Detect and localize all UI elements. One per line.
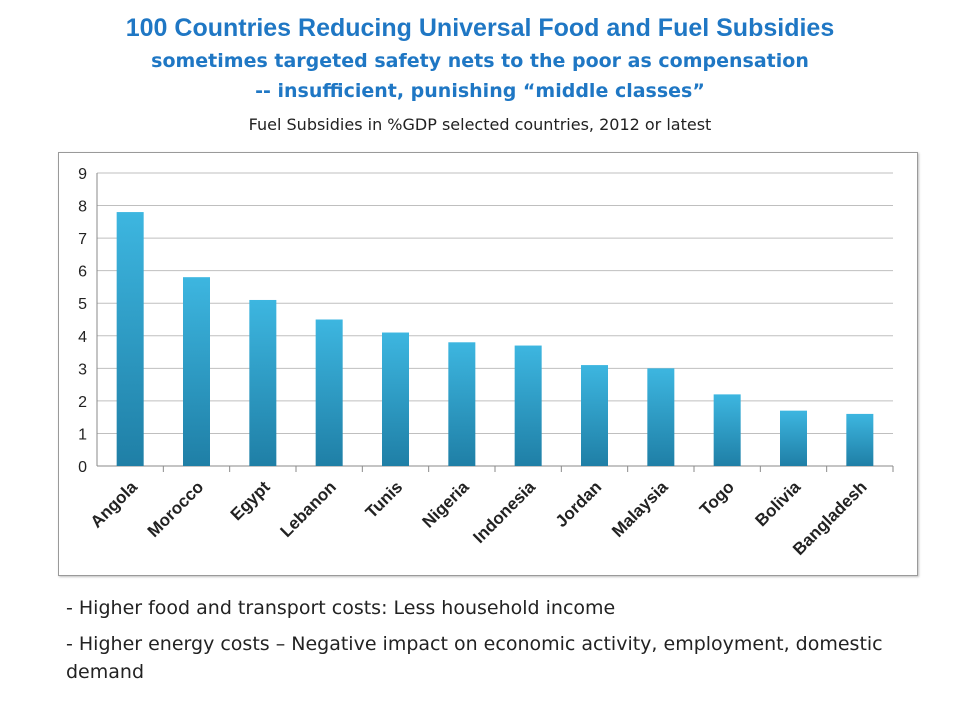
y-tick-label: 6 (78, 264, 87, 281)
bars (116, 212, 874, 466)
x-tick-label-morocco: Morocco (144, 477, 208, 541)
y-tick-label: 7 (78, 231, 87, 248)
y-tick-label: 9 (78, 166, 87, 183)
bar-bangladesh (846, 413, 874, 466)
y-tick-label: 8 (78, 199, 87, 216)
y-tick-label: 4 (78, 329, 87, 346)
x-tick-label-nigeria: Nigeria (418, 477, 473, 532)
bar-angola (116, 212, 144, 466)
bar-togo (713, 394, 741, 466)
bar-indonesia (514, 345, 542, 466)
bar-egypt (249, 299, 277, 466)
x-tick-label-angola: Angola (87, 477, 142, 532)
bar-morocco (183, 277, 210, 466)
chart-frame: 0 1 2 3 4 5 6 7 8 9 Angola Morocco Egypt Lebanon Tuni… (58, 152, 918, 576)
x-tick-label-egypt: Egypt (227, 477, 274, 524)
bar-bolivia (780, 410, 807, 466)
x-tick-label-lebanon: Lebanon (276, 477, 340, 541)
slide-subtitle-line1: sometimes targeted safety nets to the po… (151, 50, 809, 72)
x-axis-labels: Angola Morocco Egypt Lebanon Tunis NigeriaInd… (87, 466, 894, 559)
y-tick-label: 5 (78, 296, 87, 313)
bar-malaysia (647, 368, 675, 466)
y-axis-ticks: 0 1 2 3 4 5 6 7 8 9 (78, 166, 87, 476)
x-tick-label-malaysia: Malaysia (608, 477, 672, 541)
y-tick-label: 1 (78, 426, 87, 443)
x-tick-label-indonesia: Indonesia (469, 477, 539, 547)
chart-caption: Fuel Subsidies in %GDP selected countrie… (248, 115, 712, 134)
x-tick-label-jordan: Jordan (552, 477, 606, 531)
bar-chart: 0 1 2 3 4 5 6 7 8 9 Angola Morocco Egypt Lebanon Tuni… (78, 166, 894, 559)
x-tick-label-tunis: Tunis (362, 477, 407, 522)
slide-subtitle-line2: -- insufficient, punishing “middle class… (255, 80, 705, 102)
bar-lebanon (315, 319, 343, 466)
gridlines (96, 172, 893, 467)
bullet-food-transport: - Higher food and transport costs: Less … (66, 597, 616, 619)
bar-tunis (382, 332, 409, 466)
y-tick-label: 2 (78, 394, 87, 411)
slide-title: 100 Countries Reducing Universal Food an… (125, 14, 835, 42)
bullet-energy-costs: - Higher energy costs – Negative impact … (66, 633, 883, 683)
bar-jordan (581, 365, 608, 466)
bar-nigeria (448, 342, 476, 466)
x-tick-label-togo: Togo (696, 477, 738, 519)
y-tick-label: 3 (78, 361, 87, 378)
y-tick-label: 0 (78, 459, 87, 476)
x-tick-label-bolivia: Bolivia (751, 477, 804, 530)
